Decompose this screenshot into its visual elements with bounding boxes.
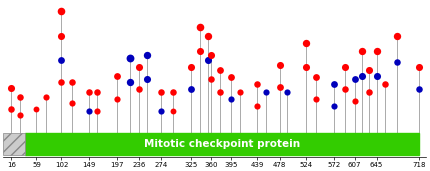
Point (158, 110, 165, 113)
Point (8, 87, 15, 89)
Point (16, 95, 23, 98)
Point (393, 34, 400, 37)
Point (144, 78, 151, 81)
Point (366, 90, 372, 93)
Point (58, 81, 65, 83)
Point (196, 50, 203, 53)
Point (113, 98, 120, 100)
Point (341, 66, 348, 69)
Point (136, 66, 143, 69)
Point (42, 95, 49, 98)
Point (254, 105, 261, 108)
Point (58, 34, 65, 37)
Text: Mitotic checkpoint protein: Mitotic checkpoint protein (144, 139, 300, 149)
Point (263, 90, 270, 93)
Point (8, 107, 15, 110)
Point (126, 81, 133, 83)
Point (136, 88, 143, 91)
Point (415, 66, 422, 69)
Point (126, 56, 133, 59)
Point (312, 76, 319, 78)
Point (93, 110, 100, 113)
Bar (3, 133, 25, 155)
Point (331, 83, 338, 86)
Point (208, 54, 215, 56)
Point (359, 74, 366, 77)
Point (351, 78, 358, 81)
Point (276, 85, 283, 88)
Point (415, 88, 422, 91)
Point (216, 68, 223, 71)
Bar (25, 133, 419, 155)
Point (312, 98, 319, 100)
Point (216, 90, 223, 93)
Point (85, 90, 92, 93)
Point (276, 63, 283, 66)
Point (144, 54, 151, 56)
Point (187, 66, 194, 69)
Point (341, 88, 348, 91)
Point (58, 59, 65, 61)
Point (303, 42, 310, 44)
Point (170, 90, 177, 93)
Point (366, 68, 372, 71)
Point (283, 90, 290, 93)
Point (351, 100, 358, 103)
Point (359, 50, 366, 53)
Point (254, 83, 261, 86)
Point (196, 26, 203, 29)
Point (187, 88, 194, 91)
Point (373, 74, 380, 77)
Point (331, 105, 338, 108)
Point (93, 90, 100, 93)
Point (205, 59, 212, 61)
Point (382, 83, 389, 86)
Point (373, 50, 380, 53)
Point (393, 61, 400, 64)
Point (113, 74, 120, 77)
Point (237, 90, 244, 93)
Point (205, 34, 212, 37)
Point (68, 101, 75, 104)
Point (68, 81, 75, 83)
Point (228, 76, 235, 78)
Point (303, 66, 310, 69)
Point (208, 78, 215, 81)
Point (85, 110, 92, 113)
Point (170, 110, 177, 113)
Point (16, 113, 23, 116)
Point (58, 10, 65, 13)
Point (33, 107, 40, 110)
Point (158, 90, 165, 93)
Point (228, 98, 235, 100)
